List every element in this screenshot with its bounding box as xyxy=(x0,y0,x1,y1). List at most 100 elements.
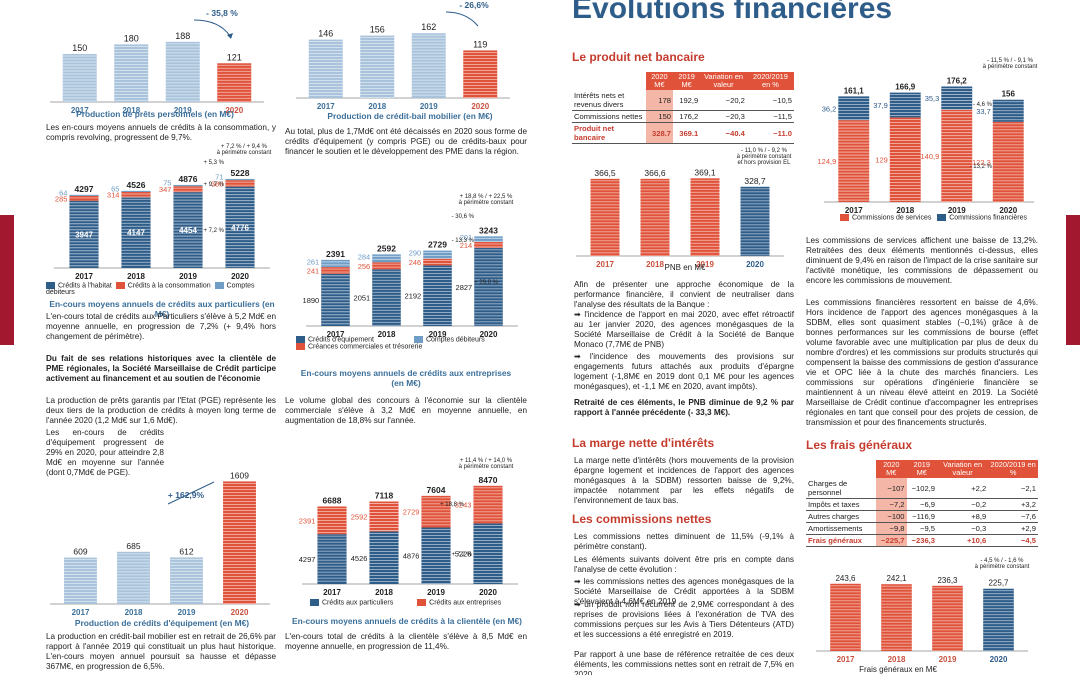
chart-prets-personnels: 150 2017 180 2018 188 2019 121 2020 - 35,8 % xyxy=(50,8,264,115)
segment-label: 129 xyxy=(875,156,888,165)
legend-entreprises: Crédits d'équipement Comptes débiteurs Cr… xyxy=(296,336,528,351)
tick-label: 2019 xyxy=(420,102,438,111)
tick-label: 2020 xyxy=(999,206,1017,215)
segment-label: 71 xyxy=(215,173,223,182)
tick-label: 2017 xyxy=(317,102,335,111)
table-cell: 369.1 xyxy=(673,122,701,144)
table-row: Produit net bancaire 328.7 369.1 −40.4 −11.0 xyxy=(572,122,794,144)
tick-label: 2020 xyxy=(471,102,489,111)
header-cell: 2020/2019 en % xyxy=(746,72,794,90)
tick-label: 2018 xyxy=(127,272,145,281)
legend-ent: Crédits aux entreprises xyxy=(429,599,502,607)
annotation: + 29,0 % xyxy=(474,280,499,286)
tick-label: 2018 xyxy=(368,102,386,111)
table-cell: −116,9 xyxy=(906,510,938,523)
annotation: - 13,3 % xyxy=(452,238,475,244)
data-label: 1609 xyxy=(230,470,249,480)
table-cell: −236,3 xyxy=(906,534,938,547)
data-label: 162 xyxy=(421,22,436,32)
table-cell: 150 xyxy=(645,110,674,123)
total-label: 156 xyxy=(1002,90,1016,99)
table-frais: 2020 M€ 2019 M€ Variation en valeur 2020/20… xyxy=(806,460,1038,547)
table-cell: −2,1 xyxy=(988,478,1038,499)
data-label: 243,6 xyxy=(835,574,856,583)
table-row: Amortissements −9,8 −9,5 −0,3 +2,9 xyxy=(806,522,1038,535)
header-cell: 2019 M€ xyxy=(906,460,938,478)
table-cell: −225,7 xyxy=(876,534,907,547)
chart-total-credits: 4297 2391 6688 2017 4526 2592 7118 2018 4876 2729… xyxy=(299,458,518,597)
segment-label: 4776 xyxy=(231,223,249,232)
total-label: 8470 xyxy=(479,475,498,485)
bullet-text: un produit non récurrent de 2,9M€ corres… xyxy=(574,600,794,639)
table-cell: 328.7 xyxy=(645,122,674,144)
tick-label: 2018 xyxy=(378,330,396,339)
para-pme: Du fait de ses relations historiques ave… xyxy=(46,354,276,383)
table-cell: Frais généraux xyxy=(806,534,877,547)
annotation: + 18,8 % xyxy=(440,502,465,508)
segment-label: 284 xyxy=(358,252,371,261)
para-pge: La production de prêts garantis par l'Et… xyxy=(46,396,276,425)
annotation: + 9,7 % xyxy=(203,182,224,188)
para-pnb-intro: Afin de présenter une approche économiqu… xyxy=(574,280,794,309)
bullet-text: les commissions nettes des agences monég… xyxy=(574,577,794,606)
chart-frais: 243,6 2017 242,1 2018 236,3 2019 225,7 2020 - 4,… xyxy=(816,558,1030,674)
data-label: 328,7 xyxy=(744,176,766,186)
bar xyxy=(932,585,963,651)
segment-label: 3243 xyxy=(455,501,472,510)
bar xyxy=(321,259,350,268)
page-title: Evolutions financières xyxy=(572,0,893,25)
bullet-text: l'incidence des mouvements des provision… xyxy=(574,352,794,391)
header-cell: 2019 M€ xyxy=(673,72,701,90)
table-cell: −10,5 xyxy=(746,90,794,111)
segment-label: 4876 xyxy=(403,552,420,561)
table-cell: −7,2 xyxy=(876,498,907,511)
caption-entreprises: En-cours moyens annuels de crédits aux e… xyxy=(300,368,512,388)
data-label: 188 xyxy=(175,31,190,41)
bar xyxy=(838,96,870,121)
annotation: + 7,2 % xyxy=(451,552,472,558)
data-label: 609 xyxy=(73,547,87,557)
legend-swatch xyxy=(214,282,224,289)
tick-label: 2017 xyxy=(845,206,863,215)
para-marge: La marge nette d'intérêts (hors mouvemen… xyxy=(574,456,794,505)
segment-label: 75 xyxy=(163,179,171,188)
table-cell: Autres charges xyxy=(806,510,877,523)
header-cell: 2020/2019 en % xyxy=(988,460,1038,478)
para-bail-prod: La production en crédit-bail mobilier es… xyxy=(46,632,276,671)
total-label: 4297 xyxy=(75,184,94,194)
annotation: + 7,2 % / + 9,4 % xyxy=(221,144,268,150)
total-label: 166,9 xyxy=(895,83,916,92)
legend-swatch xyxy=(937,214,947,221)
para-comm-b2: ➡ un produit non récurrent de 2,9M€ corr… xyxy=(574,600,794,639)
tick-label: 2017 xyxy=(75,272,93,281)
table-row: Frais généraux −225,7 −236,3 +10,6 −4,5 xyxy=(806,534,1038,547)
tick-label: 2019 xyxy=(939,655,957,664)
table-header-row: 2020 M€ 2019 M€ Variation en valeur 2020/20… xyxy=(572,72,794,90)
tick-label: 2020 xyxy=(225,106,243,115)
caption-equipement: Production de crédits d'équipement (en M… xyxy=(74,618,250,628)
legend-part: Crédits aux particuliers xyxy=(322,599,394,607)
bar xyxy=(372,262,401,270)
tick-label: 2020 xyxy=(231,608,249,617)
legend-debiteurs: Comptes débiteurs xyxy=(46,282,255,297)
tick-label: 2019 xyxy=(696,260,714,269)
para-prets: Les en-cours moyens annuels de crédits à… xyxy=(46,123,276,142)
bar xyxy=(360,35,395,98)
legend-conso: Crédits à la consommation xyxy=(127,282,211,290)
segment-label: 37,9 xyxy=(873,101,888,110)
bar xyxy=(590,178,620,256)
legend-swatch xyxy=(310,599,319,606)
bar xyxy=(317,534,347,584)
left-edge-bar xyxy=(0,215,14,345)
data-label: 366,6 xyxy=(644,168,666,178)
segment-label: 140,9 xyxy=(921,152,940,161)
data-label: 612 xyxy=(179,546,193,556)
segment-label: 2827 xyxy=(456,283,473,292)
chart-title: PNB en M€ xyxy=(665,263,706,272)
bar xyxy=(121,191,151,198)
table-row: Commissions nettes 150 176,2 −20,3 −11,5 xyxy=(572,110,794,123)
bar xyxy=(992,121,1024,202)
tick-label: 2020 xyxy=(746,260,764,269)
data-label: 119 xyxy=(473,39,487,49)
